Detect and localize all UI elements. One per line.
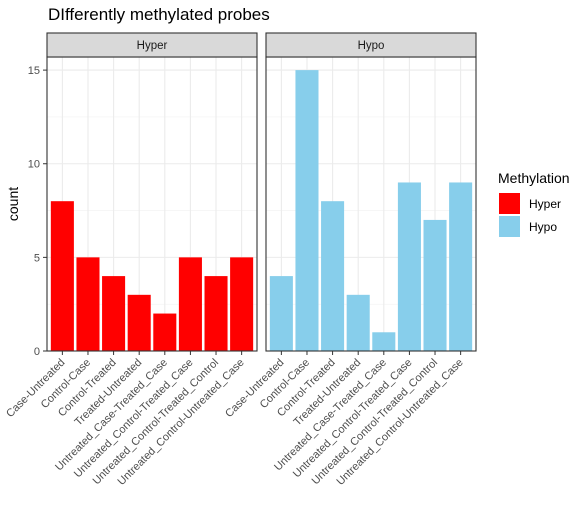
bar-hyper-control-treated — [102, 276, 126, 351]
bar-hyper-case-untreated — [50, 201, 74, 351]
facet-strip — [265, 32, 477, 58]
y-tick-label: 10 — [28, 159, 40, 171]
bar-hyper-untreated-control-treated-control — [204, 276, 228, 351]
bar-hyper-untreated-control-untreated-case — [230, 257, 254, 351]
y-tick-label: 5 — [34, 252, 40, 264]
facet-strip — [46, 32, 258, 58]
legend-label-hyper: Hyper — [529, 197, 561, 211]
panel-hyper: HyperCase-UntreatedControl-CaseControl-T… — [4, 32, 258, 488]
facet-strip-label: Hypo — [358, 40, 385, 52]
panel-hypo: HypoCase-UntreatedControl-CaseControl-Tr… — [223, 32, 477, 488]
facet-strip-label: Hyper — [137, 40, 168, 52]
chart-title: DIfferently methylated probes — [48, 5, 270, 24]
bar-hypo-untreated-control-untreated-case — [449, 182, 473, 351]
bar-hypo-untreated-control-treated-control — [423, 219, 447, 351]
bar-hypo-treated-untreated — [346, 294, 370, 351]
bar-hyper-control-case — [76, 257, 100, 351]
y-axis: 0 5 10 15 — [28, 65, 47, 358]
y-tick-label: 15 — [28, 65, 40, 77]
legend-key-hyper — [499, 193, 520, 214]
bar-hypo-control-treated — [321, 201, 345, 351]
y-tick-label: 0 — [34, 346, 40, 358]
bar-hyper-treated-untreated — [127, 294, 151, 351]
bar-hypo-case-untreated — [269, 276, 293, 351]
legend: Methylation Hyper Hypo — [498, 170, 570, 237]
facet-panels: HyperCase-UntreatedControl-CaseControl-T… — [4, 32, 477, 488]
bar-hyper-untreated-case-treated-case — [153, 313, 177, 351]
bar-hypo-untreated-control-treated-case — [397, 182, 421, 351]
bar-hyper-untreated-control-treated-case — [178, 257, 202, 351]
bar-hypo-control-case — [295, 70, 319, 352]
bar-hypo-untreated-case-treated-case — [372, 332, 396, 351]
y-axis-title: count — [5, 187, 21, 221]
legend-key-hypo — [499, 216, 520, 237]
legend-title: Methylation — [498, 170, 570, 186]
legend-label-hypo: Hypo — [529, 220, 557, 234]
